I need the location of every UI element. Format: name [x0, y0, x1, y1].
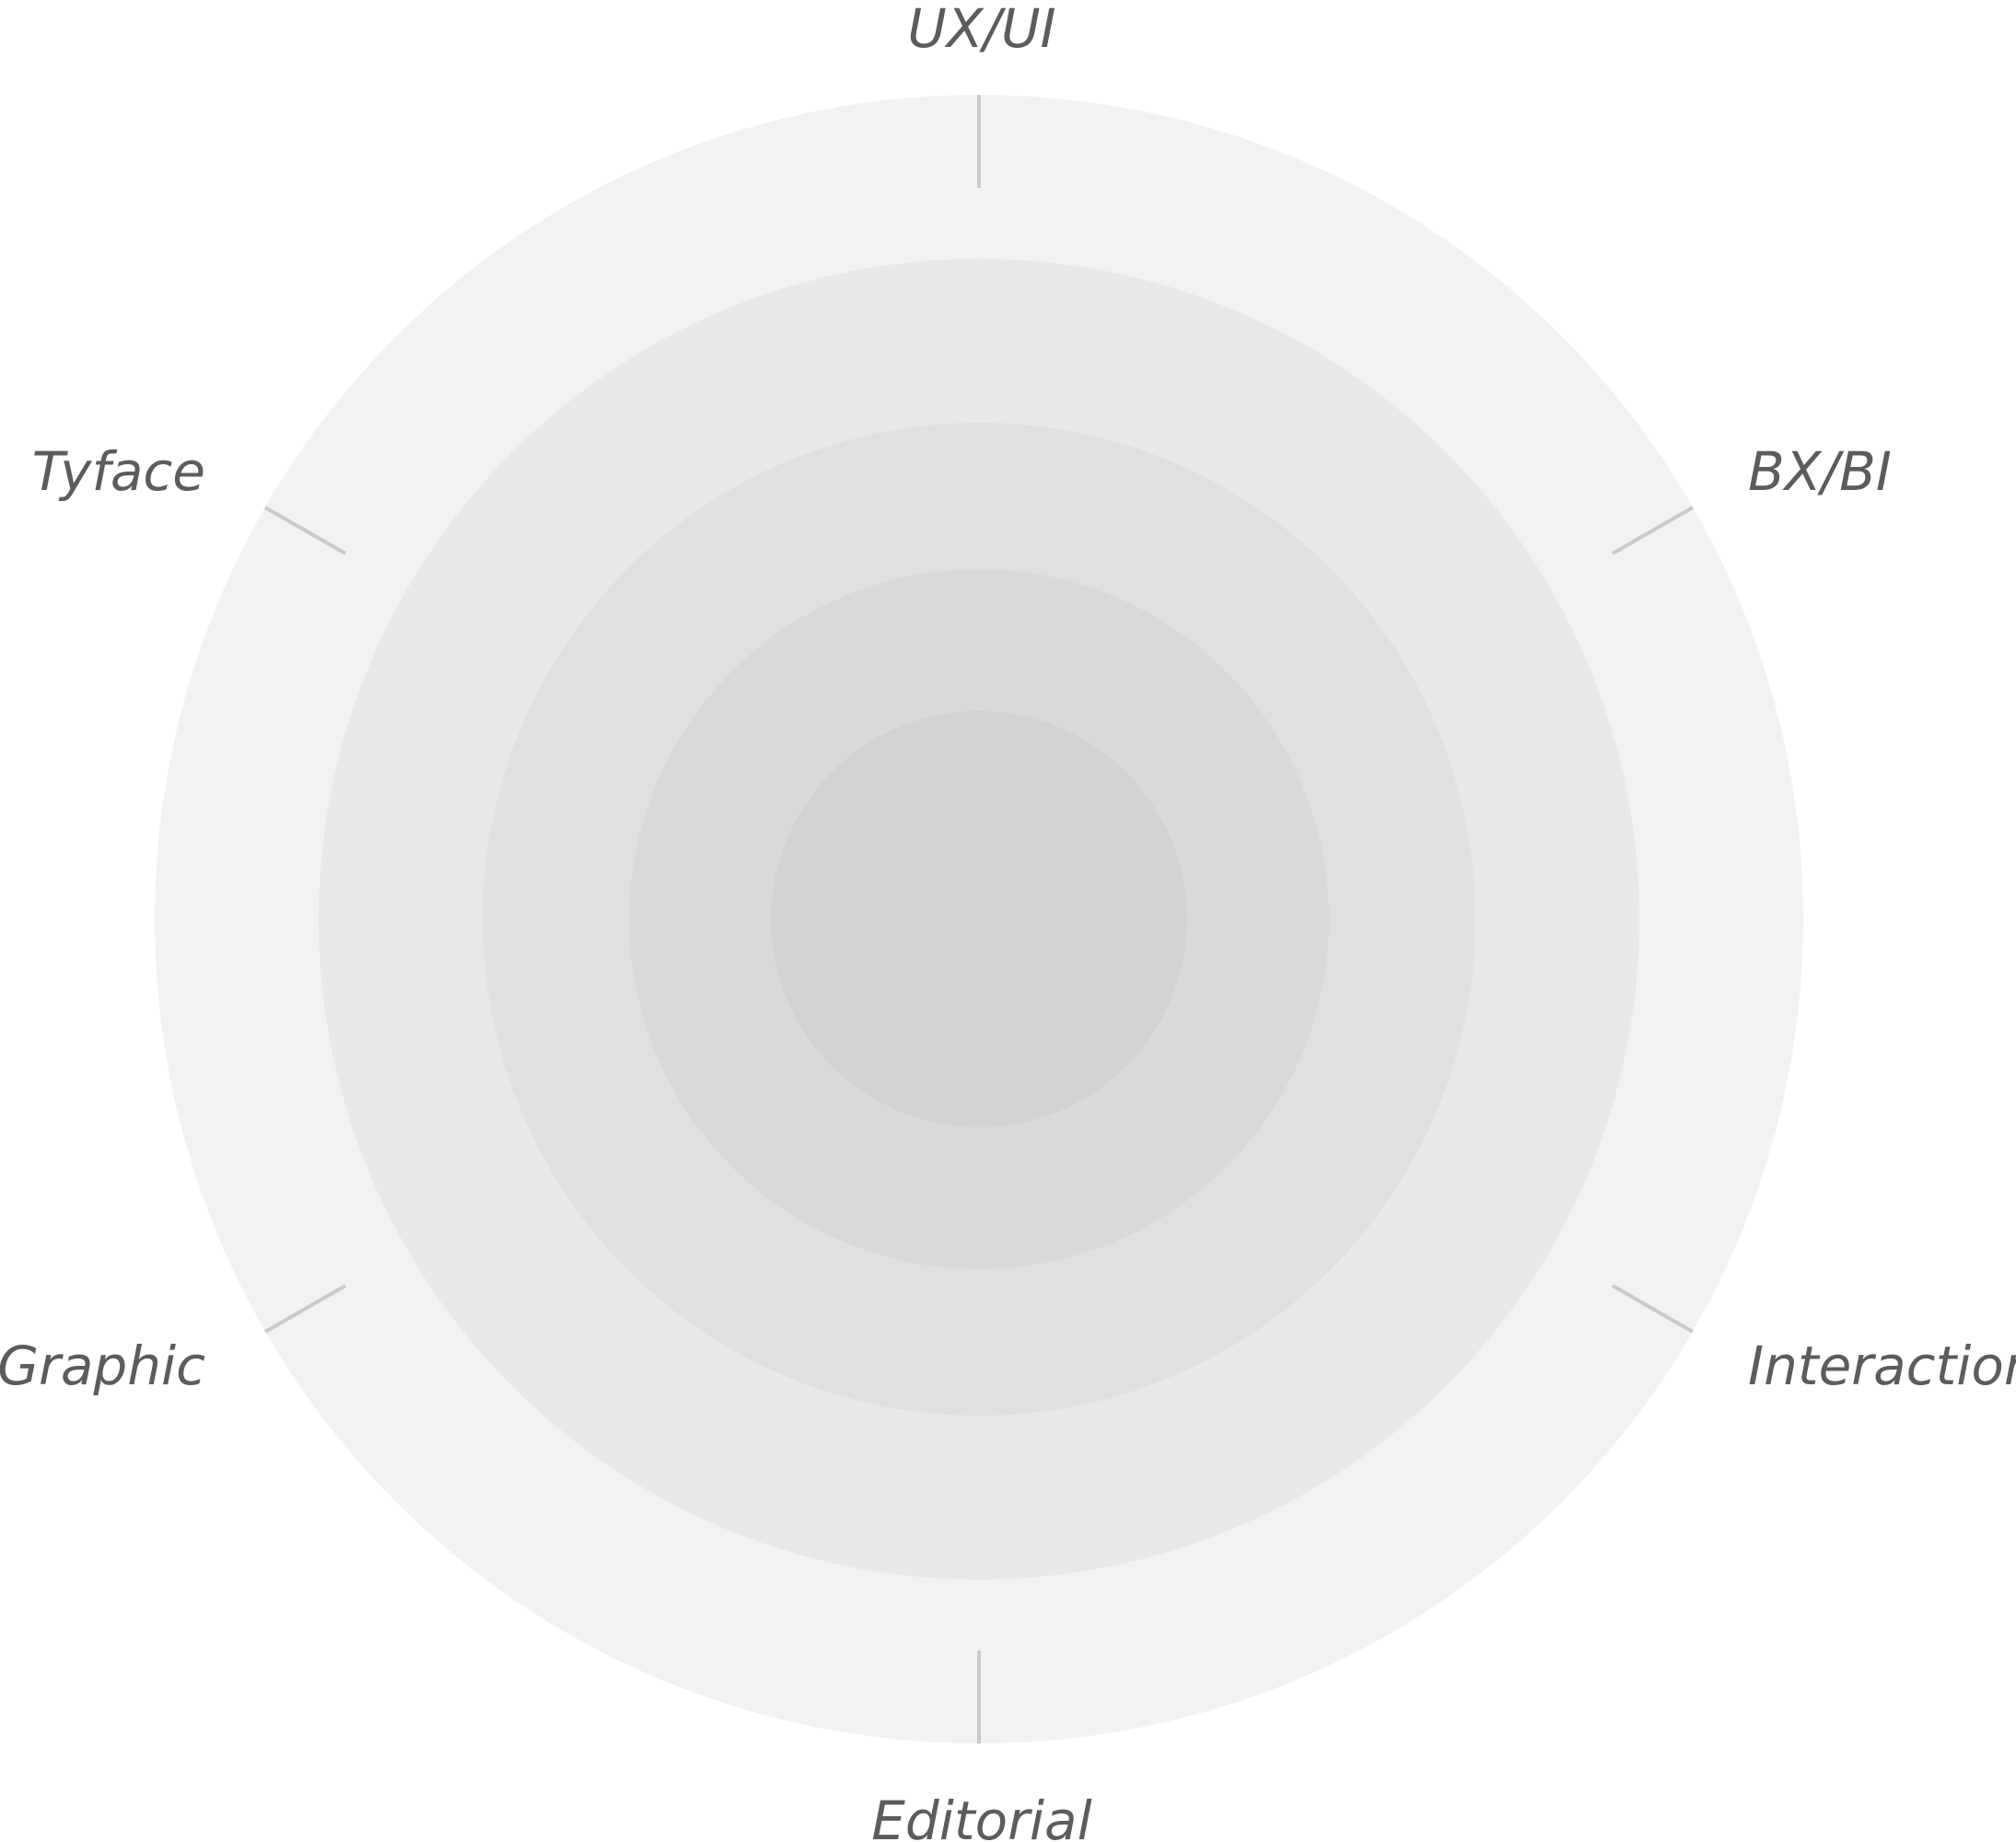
tick-bx-bi	[1612, 506, 1694, 555]
axis-label-ux-ui: UX/UI	[907, 0, 1055, 60]
axis-label-bx-bi: BX/BI	[1748, 440, 1892, 503]
tick-interaction	[1612, 1284, 1694, 1334]
axis-label-editorial: Editorial	[871, 1790, 1091, 1842]
tick-graphic	[264, 1284, 346, 1334]
axis-label-interaction: Interaction	[1748, 1335, 2016, 1397]
axis-label-graphic: Graphic	[0, 1335, 205, 1397]
tick-tyface	[264, 506, 346, 555]
axis-label-tyface: Tyface	[32, 440, 205, 503]
ring-5	[771, 711, 1187, 1127]
